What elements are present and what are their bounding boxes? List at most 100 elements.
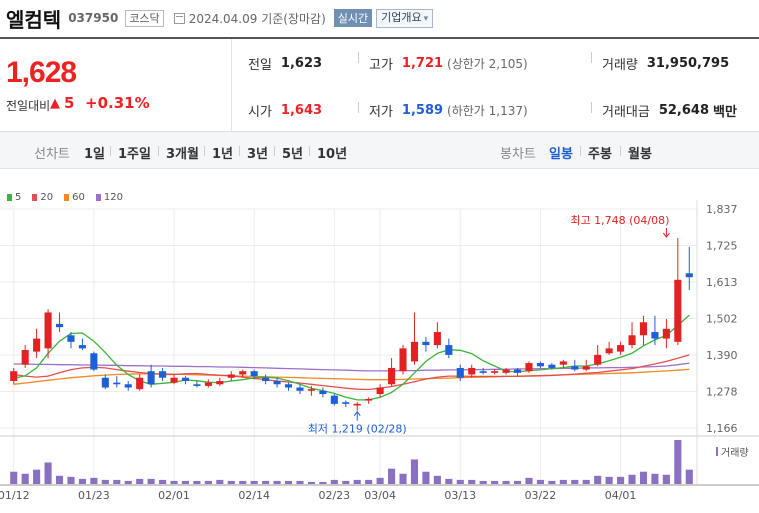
volume-bar	[227, 480, 235, 484]
period-1d[interactable]: 1일	[84, 147, 106, 162]
volume-bar	[216, 479, 224, 484]
period-1y[interactable]: 1년	[212, 147, 234, 162]
y-tick-label: 1,837	[706, 203, 738, 216]
volume-bar	[250, 480, 258, 484]
volume-bar	[594, 475, 602, 484]
high-label: 고가	[369, 58, 393, 73]
candle-monthly[interactable]: 월봉	[628, 147, 652, 162]
realtime-button[interactable]: 실시간	[333, 9, 373, 27]
period-bar: 선차트 1일 1주일 3개월 1년 3년 5년 10년 봉차트 일봉 주봉 월봉	[0, 132, 759, 169]
volume-bar	[55, 475, 64, 484]
candle-body	[662, 328, 670, 339]
volume-label: 거래량	[721, 447, 749, 459]
candle-body	[273, 381, 281, 385]
candle-body	[376, 387, 384, 395]
period-10y[interactable]: 10년	[317, 147, 348, 162]
legend-ma60-label: 60	[72, 192, 85, 203]
volume-bar	[502, 480, 510, 484]
ma120-line	[13, 362, 690, 372]
volume-bar	[605, 476, 613, 484]
candle-body	[685, 273, 693, 278]
low-cell: 저가 1,589 (하한가 1,137)	[369, 101, 528, 120]
legend-ma20: 20	[32, 192, 53, 203]
legend-swatch	[95, 194, 101, 201]
volume-bar	[559, 479, 567, 484]
candle-body	[136, 377, 144, 390]
price-box: 1,628 전일대비 ▲ 5 +0.31%	[0, 39, 232, 131]
prev-close-value: 1,623	[280, 56, 323, 71]
candle-body	[513, 369, 522, 373]
volume-bar	[239, 480, 247, 484]
x-tick-label: 01/23	[78, 489, 110, 502]
candle-body	[548, 364, 556, 368]
candle-body	[33, 338, 41, 352]
candle-body	[101, 377, 109, 388]
candle-body	[617, 345, 625, 352]
x-tick-label: 03/22	[525, 489, 557, 502]
volume-bar	[193, 480, 201, 484]
period-3y[interactable]: 3년	[247, 147, 269, 162]
low-annotation: 최저 1,219 (02/28)	[308, 423, 407, 436]
x-tick-label: 02/14	[238, 489, 270, 502]
volume-bar	[525, 477, 533, 484]
y-tick-label: 1,502	[706, 313, 738, 326]
volume-bar	[571, 479, 579, 484]
ma60-line	[13, 368, 690, 385]
x-tick-label: 02/01	[158, 489, 190, 502]
market-badge: 코스닥	[125, 9, 164, 27]
legend-ma60: 60	[64, 192, 85, 203]
legend-swatch	[64, 194, 70, 201]
candle-body	[468, 367, 476, 375]
volume-bar	[284, 480, 293, 484]
divider	[110, 146, 111, 156]
volume-bar	[67, 476, 75, 484]
low-label: 저가	[369, 105, 393, 120]
candle-daily[interactable]: 일봉	[549, 147, 573, 162]
candle-body	[479, 371, 487, 373]
company-summary-dropdown[interactable]: 기업개요 ▾	[376, 8, 434, 28]
period-3m[interactable]: 3개월	[166, 147, 199, 162]
divider	[591, 102, 592, 113]
y-tick-label: 1,613	[706, 276, 738, 289]
candle-body	[536, 363, 544, 367]
candle-body	[571, 366, 579, 370]
candle-body	[422, 341, 430, 346]
company-summary-label: 기업개요	[381, 10, 422, 24]
volume-bar	[330, 479, 338, 484]
divider	[204, 146, 205, 156]
legend-ma5-label: 5	[15, 192, 22, 203]
high-annotation: 최고 1,748 (04/08)	[570, 214, 669, 227]
volume-bar	[376, 477, 384, 484]
candle-body	[628, 335, 636, 346]
candle-body	[67, 335, 75, 342]
volume-bar	[399, 473, 407, 484]
candle-body	[124, 384, 132, 388]
divider	[158, 146, 159, 156]
header-divider	[0, 37, 759, 39]
candle-body	[342, 402, 350, 404]
open-label: 시가	[248, 105, 272, 120]
amount-value: 52,648	[658, 103, 710, 118]
period-5y[interactable]: 5년	[282, 147, 304, 162]
candle-body	[651, 332, 659, 339]
volume-bar	[456, 479, 464, 484]
candle-body	[639, 322, 648, 336]
open-cell: 시가 1,643	[248, 101, 322, 120]
high-arrow-head	[662, 232, 670, 238]
candle-body	[388, 367, 396, 385]
volume-bar	[21, 473, 29, 484]
volume-bar	[410, 459, 419, 484]
as-of-date: 2024.04.09 기준(장마감)	[188, 11, 326, 26]
period-1w[interactable]: 1주일	[118, 147, 151, 162]
candle-weekly[interactable]: 주봉	[588, 147, 612, 162]
change-value: 5	[64, 94, 75, 112]
x-tick-label: 02/23	[318, 489, 350, 502]
candle-body	[605, 348, 613, 354]
candle-body	[559, 361, 567, 365]
amount-cell: 거래대금 52,648 백만	[602, 101, 737, 120]
up-arrow-icon: ▲	[50, 96, 60, 111]
line-chart-label: 선차트	[34, 147, 70, 162]
volume-bar	[388, 468, 396, 484]
candle-body	[181, 377, 190, 382]
current-price: 1,628	[6, 56, 77, 89]
